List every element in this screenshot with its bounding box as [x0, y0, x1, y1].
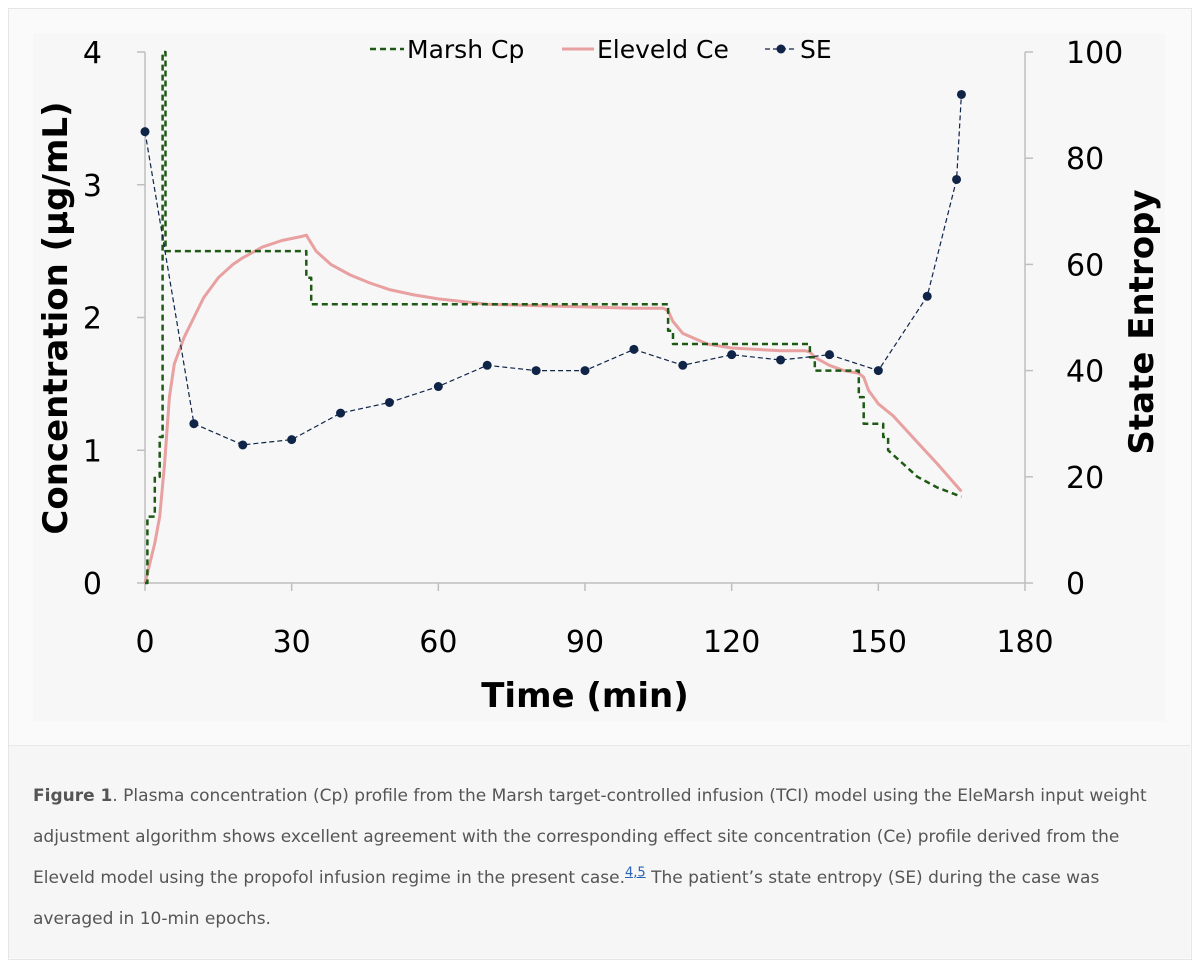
x-tick-label: 180: [996, 625, 1053, 660]
se-data-point: [922, 291, 932, 301]
se-data-point: [727, 350, 737, 360]
se-data-point: [336, 408, 346, 418]
se-data-point: [384, 397, 394, 407]
series-line-eleveld-ce: [143, 233, 963, 584]
x-axis-title: Time (min): [481, 676, 689, 716]
y-tick-label: 2: [83, 302, 102, 337]
se-data-point: [956, 89, 966, 99]
caption-text-before: . Plasma concentration (Cp) profile from…: [33, 786, 1147, 888]
x-tick-label: 120: [703, 625, 760, 660]
x-tick-label: 90: [566, 625, 604, 660]
legend: Marsh Cp Eleveld Ce SE: [370, 35, 832, 64]
se-data-point: [287, 435, 297, 445]
x-tick-label: 60: [419, 625, 457, 660]
se-data-point: [482, 360, 492, 370]
se-data-point: [140, 127, 150, 137]
series-line-se: [144, 94, 962, 446]
se-data-point: [580, 366, 590, 376]
x-tick-label: 0: [135, 625, 154, 660]
citation-link[interactable]: 4,5: [624, 865, 646, 881]
x-tick-label: 30: [273, 625, 311, 660]
legend-marsh-label: Marsh Cp: [407, 35, 524, 64]
se-data-point: [189, 419, 199, 429]
series-line-marsh-cp: [145, 50, 962, 585]
y-tick-label: 3: [83, 169, 102, 204]
y2-tick-label: 0: [1066, 567, 1085, 602]
caption-text-after: The patient’s state entropy (SE) during …: [33, 868, 1100, 929]
legend-se-label: SE: [800, 35, 832, 64]
y-tick-label: 4: [83, 36, 102, 71]
se-data-point: [629, 344, 639, 354]
se-data-point: [776, 355, 786, 365]
chart: 0 30 60 90 120 150 180 0 1 2 3 4 0 20 40 60 80 100 Time…: [36, 35, 1162, 716]
caption-area: [9, 745, 1190, 958]
y2-tick-label: 80: [1066, 142, 1104, 177]
caption-label: Figure 1: [33, 786, 113, 806]
y2-tick-label: 60: [1066, 248, 1104, 283]
chart-panel: [33, 33, 1165, 721]
se-data-point: [873, 366, 883, 376]
figure-caption: Figure 1. Plasma concentration (Cp) prof…: [33, 776, 1163, 940]
se-data-point: [678, 360, 688, 370]
se-data-point: [824, 350, 834, 360]
y2-axis-title: State Entropy: [1122, 189, 1162, 454]
y-axis-title: Concentration (µg/mL): [36, 101, 76, 534]
y-tick-label: 1: [83, 434, 102, 469]
se-data-point: [238, 440, 248, 450]
legend-eleveld-label: Eleveld Ce: [597, 35, 729, 64]
y2-tick-label: 40: [1066, 355, 1104, 390]
se-data-point: [952, 174, 962, 184]
legend-se-marker: [776, 44, 786, 54]
se-data-point: [531, 366, 541, 376]
y2-tick-label: 20: [1066, 461, 1104, 496]
x-tick-label: 150: [850, 625, 907, 660]
y-tick-label: 0: [83, 567, 102, 602]
se-data-point: [433, 382, 443, 392]
y2-tick-label: 100: [1066, 36, 1123, 71]
